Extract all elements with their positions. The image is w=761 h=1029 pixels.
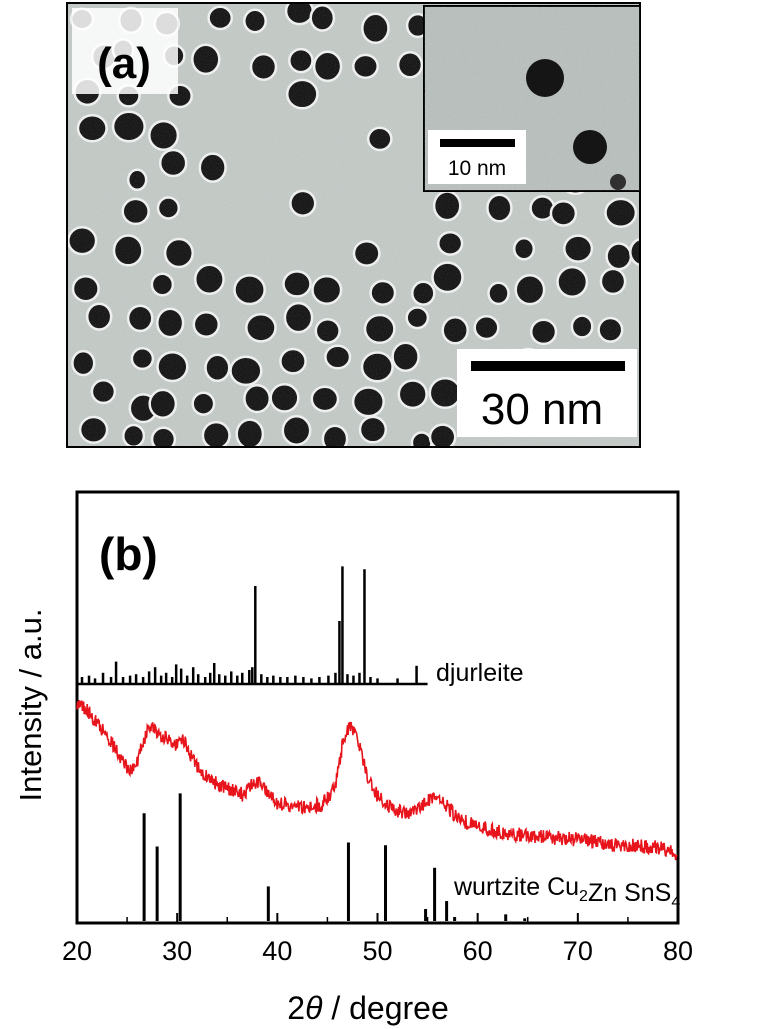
- measured-xrd-line: [76, 700, 678, 861]
- wurtzite-label-part: wurtzite Cu: [453, 873, 579, 901]
- tem-inset: 10 nm: [423, 5, 641, 192]
- djurleite-label: djurleite: [436, 659, 524, 687]
- nanoparticle: [639, 282, 640, 291]
- inset-scale-bar: [440, 139, 515, 147]
- tem-image-panel: 10 nm (a) 30 nm: [66, 2, 669, 448]
- wurtzite-label-part: Zn SnS: [588, 879, 671, 907]
- x-tick-label: 60: [463, 936, 493, 966]
- y-axis-label: Intensity / a.u.: [13, 609, 48, 802]
- x-axis-ticks: 20 30 40 50 60 70 80: [62, 913, 693, 966]
- main-scale-bar: [471, 361, 625, 371]
- nanoparticle: [645, 319, 669, 341]
- x-tick-label: 70: [563, 936, 593, 966]
- main-scale-label: 30 nm: [481, 385, 603, 434]
- x-tick-label: 80: [663, 936, 693, 966]
- tem-frame: [66, 2, 641, 448]
- inset-scale-label: 10 nm: [448, 157, 506, 180]
- wurtzite-label-sub: 4: [671, 894, 680, 911]
- wurtzite-label: wurtzite Cu2Zn SnS4: [453, 873, 680, 911]
- x-axis-label: 2θ / degree: [287, 990, 448, 1026]
- measured-xrd-series: [76, 700, 678, 861]
- panel-b-label: (b): [99, 528, 158, 580]
- nanoparticle: [638, 55, 640, 70]
- wurtzite-label-sub: 2: [579, 888, 588, 905]
- inset-particle: [610, 174, 626, 190]
- panel-a-label: (a): [97, 39, 151, 88]
- wurtzite-pattern: [142, 793, 527, 921]
- x-tick-label: 40: [262, 936, 292, 966]
- plot-frame: [75, 490, 680, 925]
- x-tick-label: 50: [362, 936, 392, 966]
- inset-particle: [573, 130, 607, 164]
- x-tick-label: 30: [162, 936, 192, 966]
- nanoparticle: [649, 193, 667, 213]
- x-tick-label: 20: [62, 936, 92, 966]
- xrd-chart: (b) djurleite wurtzite Cu2Zn SnS4 20 30 40…: [13, 490, 693, 1026]
- djurleite-pattern: [77, 566, 428, 686]
- panel-a-label-bg: [72, 8, 178, 94]
- inset-particle: [526, 59, 564, 97]
